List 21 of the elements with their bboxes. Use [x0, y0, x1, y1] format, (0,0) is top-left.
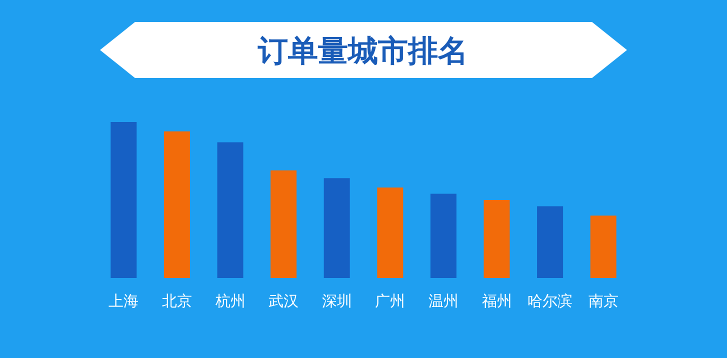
x-tick-label: 福州	[482, 292, 512, 310]
bar	[377, 188, 404, 278]
chart-title: 订单量城市排名	[257, 34, 468, 69]
bar	[324, 178, 350, 278]
bar	[484, 200, 510, 278]
bar	[430, 194, 456, 278]
x-tick-label: 北京	[162, 292, 192, 310]
x-tick-label: 广州	[375, 292, 406, 310]
x-tick-label: 南京	[588, 292, 618, 310]
bar	[110, 122, 137, 278]
bar	[270, 170, 297, 278]
x-tick-label: 深圳	[322, 292, 352, 310]
bar	[217, 142, 244, 278]
bar	[164, 131, 190, 278]
x-tick-label: 武汉	[268, 292, 299, 310]
x-tick-label: 哈尔滨	[528, 292, 573, 310]
bar	[537, 206, 564, 278]
bar	[590, 216, 616, 278]
x-tick-label: 上海	[108, 292, 139, 310]
x-tick-label: 温州	[428, 292, 458, 310]
x-tick-label: 杭州	[214, 292, 246, 310]
